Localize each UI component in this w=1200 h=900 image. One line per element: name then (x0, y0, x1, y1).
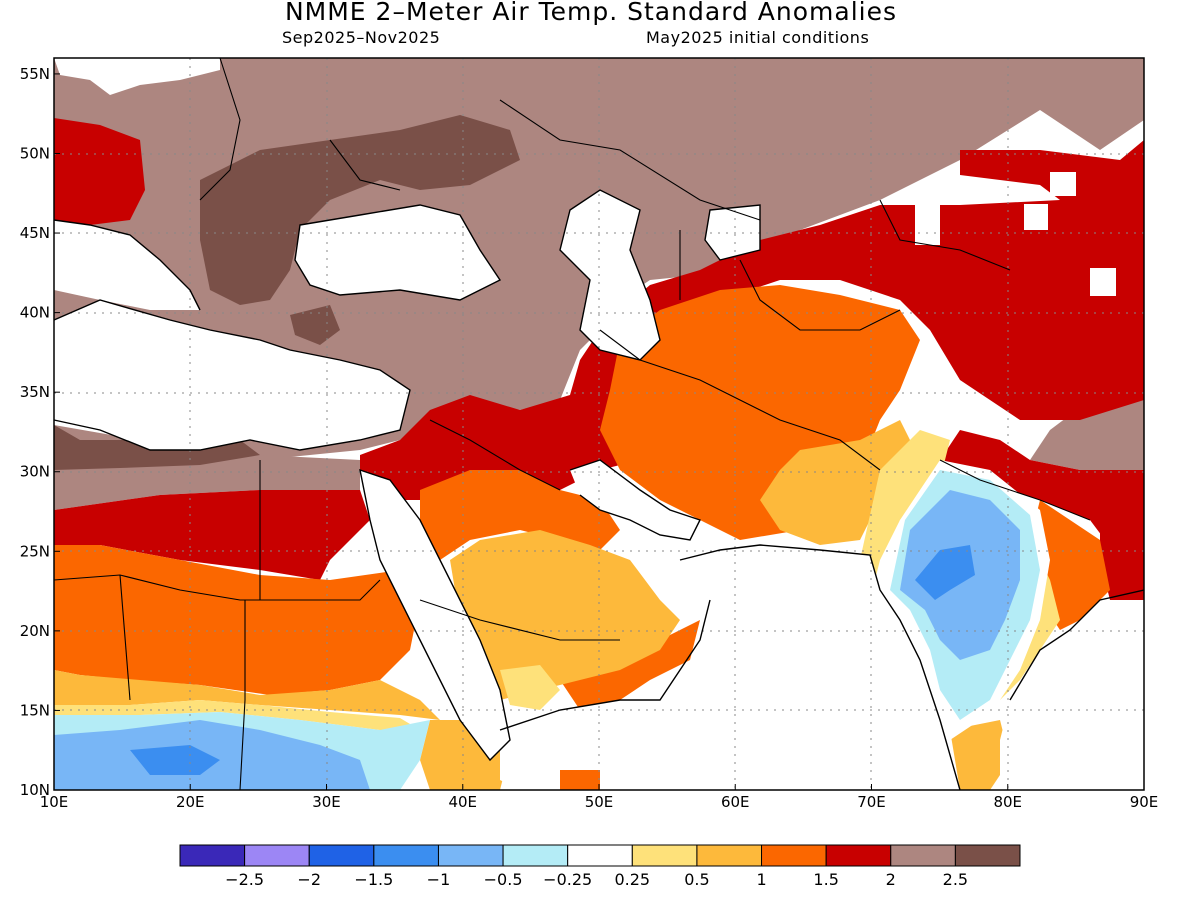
legend-swatch (567, 844, 633, 867)
legend-swatch (696, 844, 763, 867)
lat-tick-label: 25N (20, 542, 50, 560)
lat-tick-label: 55N (20, 65, 50, 83)
color-legend: −2.5 −2 −1.5 −1 −0.5 −0.25 0.25 0.5 1 1.5 2 2.5 (179, 844, 1021, 889)
longitude-ticks: 10E 20E 30E 40E 50E 60E 70E 80E 90E (40, 784, 1159, 811)
anomaly-region-red-myanmar (1100, 500, 1144, 600)
anomaly-region-lightblue-africa (54, 720, 370, 790)
anomaly-region-yellow-sahel (54, 700, 420, 730)
mask-lake-1 (1090, 268, 1116, 296)
legend-swatch (890, 844, 956, 867)
legend-label: −2.5 (225, 870, 264, 889)
legend-swatch (437, 844, 504, 867)
caspian-sea (560, 190, 660, 360)
legend-label: 1 (756, 870, 766, 889)
legend-swatch (954, 844, 1021, 867)
initial-conditions-label: May2025 initial conditions (646, 28, 870, 47)
legend-swatch (825, 844, 892, 867)
mask-lake-3 (1024, 204, 1048, 230)
legend-swatch (179, 844, 246, 867)
mask-northwest (54, 58, 220, 95)
aral-sea (705, 205, 760, 260)
latitude-ticks: 55N 50N 45N 40N 35N 30N 25N 20N 15N 10N (20, 65, 60, 799)
legend-label: 2.5 (943, 870, 968, 889)
legend-swatch (308, 844, 375, 867)
anomaly-region-lightorange-arabia (450, 530, 680, 700)
lon-tick-label: 20E (176, 793, 205, 811)
legend-label: −0.5 (484, 870, 523, 889)
anomaly-field (54, 58, 1144, 790)
adriatic-west (54, 220, 200, 310)
legend-label: −2 (297, 870, 321, 889)
season-label: Sep2025–Nov2025 (282, 28, 441, 47)
lat-tick-label: 50N (20, 144, 50, 162)
legend-label: 0.25 (614, 870, 650, 889)
lon-tick-label: 60E (721, 793, 750, 811)
anomaly-region-red-west-europe (54, 118, 145, 240)
lat-tick-label: 20N (20, 622, 50, 640)
bay-of-bengal (1000, 600, 1144, 790)
lon-tick-label: 10E (40, 793, 69, 811)
anomaly-region-red-tibet (940, 430, 1144, 590)
anomaly-region-blue-india (915, 545, 975, 600)
mask-lake-2 (1050, 172, 1076, 196)
lat-tick-label: 10N (20, 781, 50, 799)
anomaly-region-lightorange-pakistan (760, 420, 920, 545)
coastlines (53, 189, 1145, 791)
legend-swatch (244, 844, 310, 867)
legend-label: 1.5 (813, 870, 838, 889)
legend-label: 0.5 (684, 870, 709, 889)
anomaly-region-yellow-yemen (500, 665, 560, 710)
anomaly-region-orange-somalia (560, 770, 600, 790)
legend-label: −1.5 (354, 870, 393, 889)
lat-tick-label: 15N (20, 701, 50, 719)
lat-tick-label: 35N (20, 383, 50, 401)
legend-swatch (373, 844, 439, 867)
anomaly-region-brown-east (1030, 390, 1144, 470)
lat-tick-label: 30N (20, 463, 50, 481)
anomaly-region-orange-arabia (420, 470, 620, 560)
legend-swatch (761, 844, 827, 867)
anomaly-region-orange-northafrica (54, 545, 420, 695)
anomaly-region-lightorange-south-india (950, 720, 1010, 790)
lat-tick-label: 45N (20, 224, 50, 242)
lon-tick-label: 40E (448, 793, 477, 811)
gulf-of-aden (500, 700, 660, 790)
persian-gulf (570, 460, 700, 540)
lon-tick-label: 80E (993, 793, 1022, 811)
legend-label: 2 (886, 870, 896, 889)
lon-tick-label: 30E (312, 793, 341, 811)
legend-label: −0.25 (543, 870, 592, 889)
black-sea (295, 205, 500, 300)
gridlines (54, 58, 1144, 790)
lon-tick-label: 70E (857, 793, 886, 811)
legend-label: −1 (427, 870, 451, 889)
balkhash-lake (915, 205, 940, 245)
legend-swatch (631, 844, 698, 867)
mediterranean-sea (54, 300, 410, 450)
map-title: NMME 2–Meter Air Temp. Standard Anomalie… (284, 0, 898, 26)
anomaly-region-red-asia (360, 140, 1144, 500)
red-sea (360, 470, 510, 760)
anomaly-region-red-northafrica (54, 490, 370, 580)
lon-tick-label: 90E (1130, 793, 1159, 811)
legend-swatch (502, 844, 569, 867)
lon-tick-label: 50E (585, 793, 614, 811)
anomaly-region-darkbrown-balkans (200, 115, 520, 305)
arabian-sea (600, 545, 960, 790)
lat-tick-label: 40N (20, 304, 50, 322)
anomaly-region-blue-chad (130, 745, 220, 775)
country-borders (53, 57, 1091, 791)
anomaly-region-lightorange-sahel (54, 670, 440, 720)
